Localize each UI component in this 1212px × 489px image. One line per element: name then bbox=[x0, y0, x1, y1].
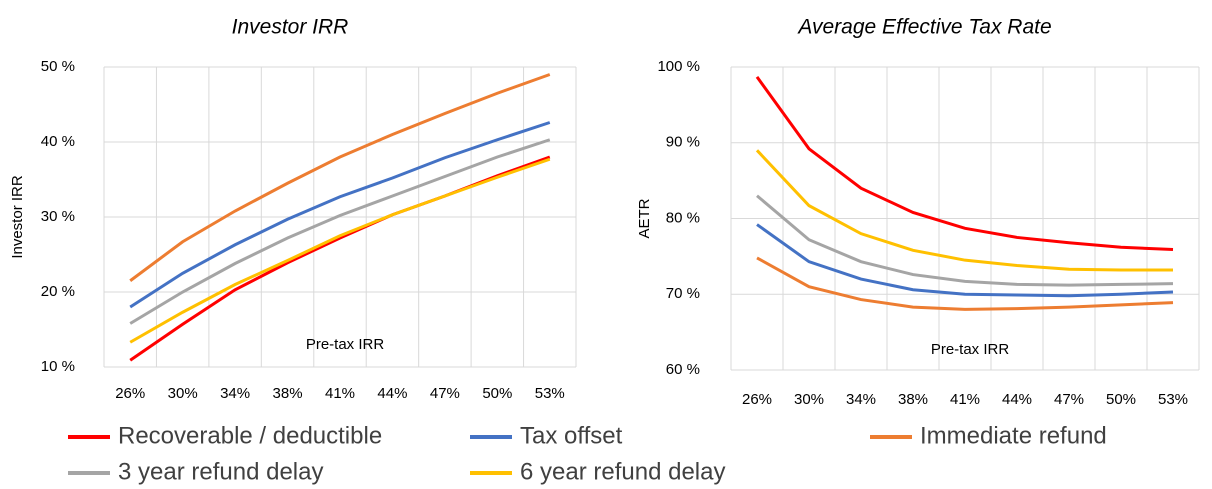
series-line bbox=[755, 75, 1174, 252]
x-tick-label: 47% bbox=[1054, 391, 1084, 408]
y-axis-label: AETR bbox=[636, 198, 653, 238]
legend-label: 6 year refund delay bbox=[520, 458, 725, 485]
x-tick-label: 26% bbox=[742, 391, 772, 408]
y-tick-label: 10 % bbox=[41, 358, 75, 375]
series-line bbox=[129, 121, 551, 309]
y-tick-label: 70 % bbox=[666, 285, 700, 302]
legend-label: 3 year refund delay bbox=[118, 458, 323, 485]
x-tick-label: 34% bbox=[846, 391, 876, 408]
series-line bbox=[129, 138, 551, 325]
y-tick-label: 60 % bbox=[666, 361, 700, 378]
x-tick-label: 44% bbox=[377, 385, 407, 402]
x-tick-label: 38% bbox=[898, 391, 928, 408]
series-line bbox=[755, 149, 1173, 272]
legend-label: Tax offset bbox=[520, 422, 623, 449]
series-line bbox=[756, 194, 1174, 287]
x-tick-label: 53% bbox=[535, 385, 565, 402]
x-tick-label: 38% bbox=[273, 385, 303, 402]
series-line bbox=[129, 155, 551, 362]
y-tick-label: 90 % bbox=[666, 134, 700, 151]
x-tick-label: 50% bbox=[1106, 391, 1136, 408]
y-tick-label: 30 % bbox=[41, 208, 75, 225]
x-tick-label: 41% bbox=[325, 385, 355, 402]
chart-title: Investor IRR bbox=[232, 16, 349, 39]
chart-title: Average Effective Tax Rate bbox=[796, 16, 1051, 39]
y-tick-label: 50 % bbox=[41, 58, 75, 75]
x-tick-label: 41% bbox=[950, 391, 980, 408]
y-axis-label: Investor IRR bbox=[9, 175, 26, 259]
x-tick-label: 30% bbox=[168, 385, 198, 402]
series-line bbox=[129, 73, 551, 282]
x-tick-label: 30% bbox=[794, 391, 824, 408]
series-line bbox=[129, 157, 551, 344]
series-line bbox=[756, 256, 1174, 311]
x-tick-label: 34% bbox=[220, 385, 250, 402]
x-tick-label: 50% bbox=[482, 385, 512, 402]
x-tick-label: 26% bbox=[115, 385, 145, 402]
series-line bbox=[756, 223, 1174, 298]
y-tick-label: 40 % bbox=[41, 133, 75, 150]
annotation: Pre-tax IRR bbox=[931, 341, 1010, 358]
x-tick-label: 53% bbox=[1158, 391, 1188, 408]
legend-label: Recoverable / deductible bbox=[118, 422, 382, 449]
y-tick-label: 100 % bbox=[657, 58, 700, 75]
x-tick-label: 47% bbox=[430, 385, 460, 402]
x-tick-label: 44% bbox=[1002, 391, 1032, 408]
y-tick-label: 20 % bbox=[41, 283, 75, 300]
y-tick-label: 80 % bbox=[666, 209, 700, 226]
legend-label: Immediate refund bbox=[920, 422, 1107, 449]
annotation: Pre-tax IRR bbox=[306, 336, 385, 353]
